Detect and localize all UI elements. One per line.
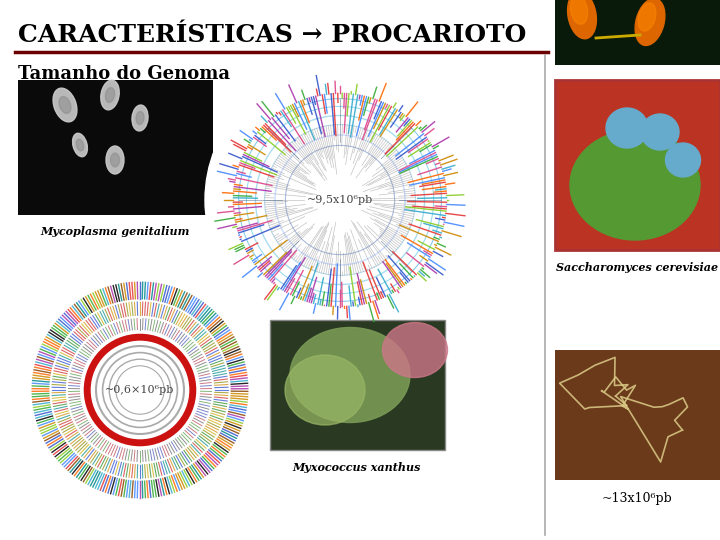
Text: Mycoplasma genitalium: Mycoplasma genitalium: [40, 226, 189, 237]
Circle shape: [25, 275, 255, 505]
Text: CARACTERÍSTICAS → PROCARIOTO: CARACTERÍSTICAS → PROCARIOTO: [18, 23, 526, 47]
Text: ~9,5x10⁶pb: ~9,5x10⁶pb: [307, 195, 373, 205]
Ellipse shape: [101, 80, 120, 110]
Ellipse shape: [606, 108, 648, 148]
Ellipse shape: [73, 133, 87, 157]
Ellipse shape: [635, 0, 665, 45]
Ellipse shape: [53, 88, 77, 122]
Ellipse shape: [106, 146, 124, 174]
Ellipse shape: [285, 355, 365, 425]
Ellipse shape: [59, 97, 71, 113]
Bar: [18, 80, 213, 215]
Text: Tamanho do Genoma: Tamanho do Genoma: [18, 65, 230, 83]
Text: ~13x10⁶pb: ~13x10⁶pb: [602, 492, 672, 505]
Ellipse shape: [132, 105, 148, 131]
Ellipse shape: [641, 114, 679, 150]
Ellipse shape: [570, 0, 588, 24]
Text: Saccharomyces cerevisiae: Saccharomyces cerevisiae: [556, 262, 718, 273]
Ellipse shape: [290, 327, 410, 422]
Ellipse shape: [136, 112, 144, 125]
Bar: [555, 80, 720, 250]
Text: ~0,6×10⁶pb: ~0,6×10⁶pb: [105, 385, 175, 395]
Ellipse shape: [105, 87, 114, 103]
Ellipse shape: [76, 139, 84, 151]
Text: Myxococcus xanthus: Myxococcus xanthus: [293, 462, 421, 473]
Ellipse shape: [570, 130, 700, 240]
Circle shape: [205, 65, 475, 335]
Ellipse shape: [638, 3, 656, 31]
Ellipse shape: [382, 322, 448, 377]
Ellipse shape: [110, 153, 120, 167]
Ellipse shape: [665, 143, 701, 177]
Bar: [555, 0, 720, 65]
Bar: [555, 350, 720, 480]
Ellipse shape: [567, 0, 596, 39]
Bar: [270, 320, 445, 450]
